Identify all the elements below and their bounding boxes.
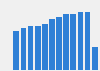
Bar	[35, 26, 40, 71]
Bar	[78, 12, 83, 71]
Bar	[85, 12, 90, 71]
Bar	[28, 26, 33, 71]
Bar	[56, 17, 62, 71]
Bar	[13, 31, 19, 71]
Bar	[21, 28, 26, 71]
Bar	[42, 24, 48, 71]
Bar	[63, 14, 69, 71]
Bar	[70, 14, 76, 71]
Bar	[92, 47, 98, 71]
Bar	[49, 19, 55, 71]
